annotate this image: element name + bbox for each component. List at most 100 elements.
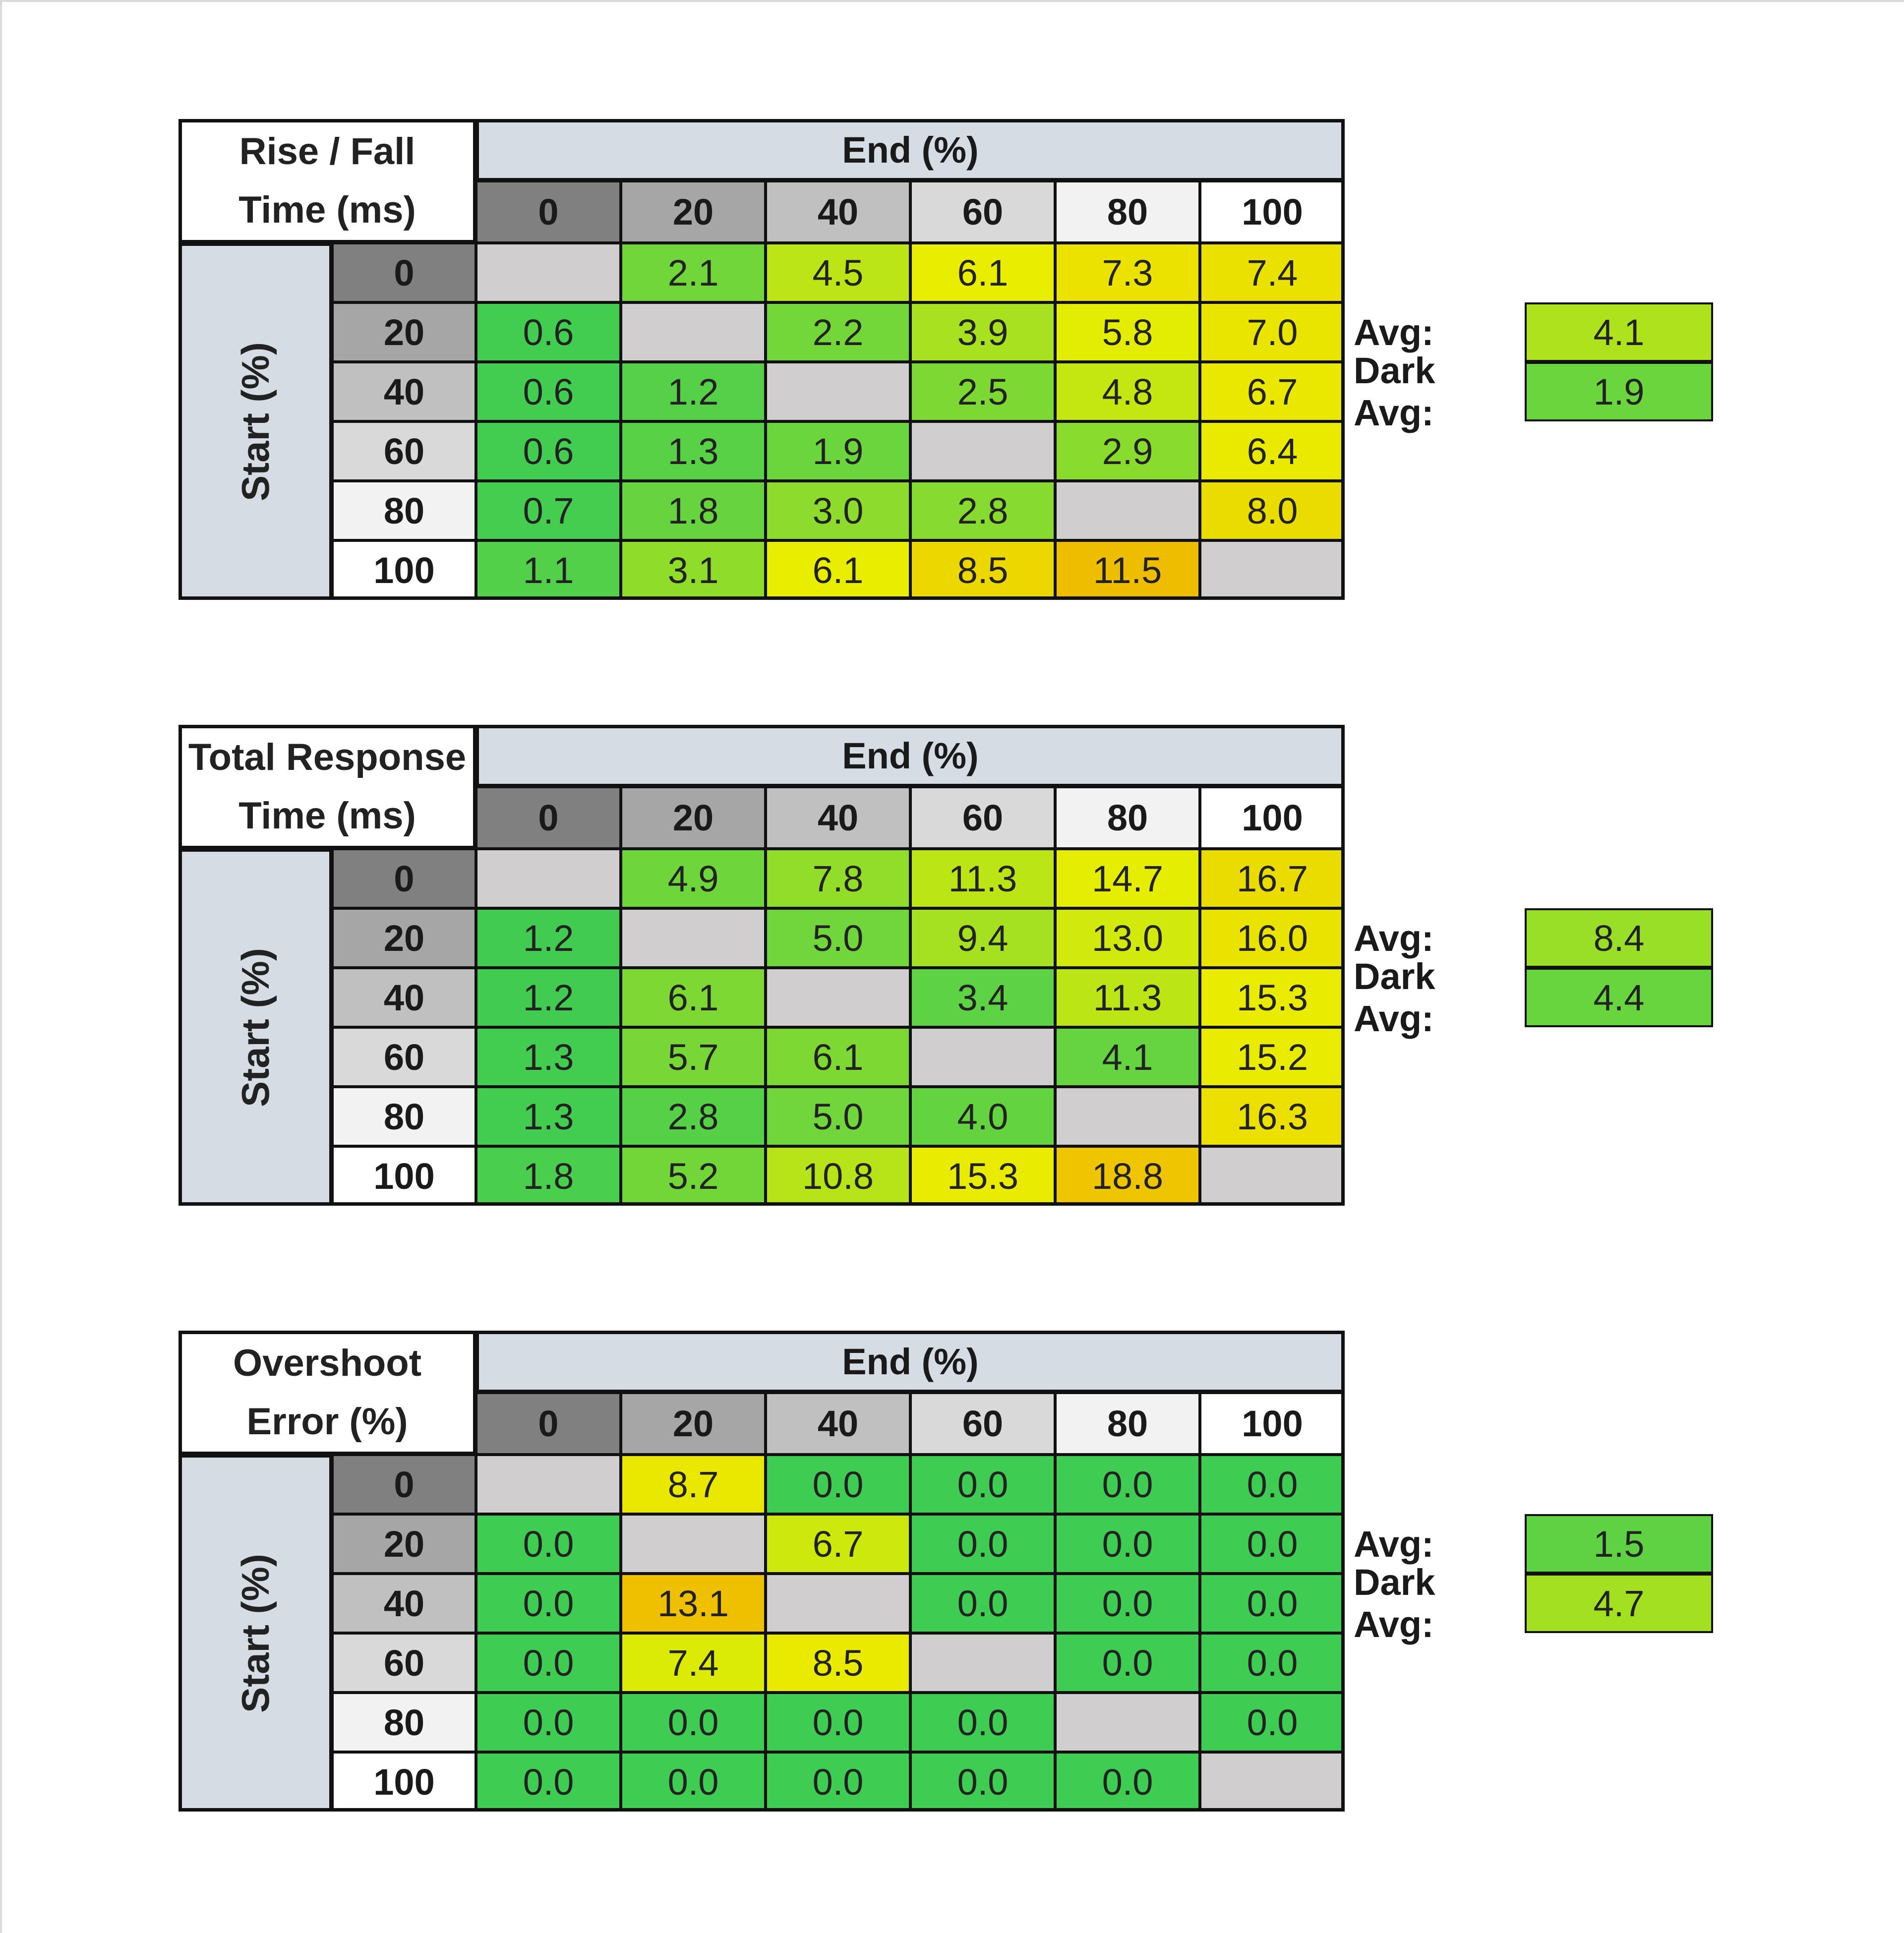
matrix-title-line: Time (ms) xyxy=(238,795,416,837)
heatmap-cell: 0.0 xyxy=(910,1514,1055,1574)
heatmap-cell-text: 11.5 xyxy=(1093,549,1162,591)
heatmap-cell: 0.0 xyxy=(1200,1514,1345,1574)
heatmap-cell: 7.3 xyxy=(1055,243,1200,302)
heatmap-cell-text: 0.0 xyxy=(957,1582,1009,1624)
heatmap-cell: 3.1 xyxy=(621,540,766,600)
heatmap-cell: 6.1 xyxy=(766,1027,910,1087)
row-header-40-text: 40 xyxy=(383,1582,425,1624)
col-header-100: 100 xyxy=(1200,1393,1345,1455)
heatmap-cell: 1.2 xyxy=(476,968,621,1027)
col-header-0-text: 0 xyxy=(538,191,559,233)
heatmap-cell-text: 0.0 xyxy=(523,1582,574,1624)
heatmap-cell: 1.3 xyxy=(621,421,766,481)
row-header-40: 40 xyxy=(332,362,476,421)
heatmap-cell-text: 1.8 xyxy=(523,1155,574,1197)
heatmap-cell: 4.0 xyxy=(910,1087,1055,1146)
col-header-100-text: 100 xyxy=(1242,1403,1303,1444)
start-axis-label-text: Start (%) xyxy=(233,1553,277,1713)
heatmap-cell: 7.8 xyxy=(766,849,910,908)
heatmap-cell-text: 0.0 xyxy=(523,1523,574,1565)
heatmap-cell: 3.9 xyxy=(910,302,1055,362)
col-header-80: 80 xyxy=(1055,181,1200,243)
avg-value: 1.5 xyxy=(1525,1514,1713,1574)
heatmap-cell-text: 1.2 xyxy=(523,977,574,1018)
heatmap-cell-text: 8.5 xyxy=(957,549,1009,591)
heatmap-cell-text: 5.0 xyxy=(812,1096,864,1137)
heatmap-cell-text: 2.2 xyxy=(812,311,864,353)
avg-label: Avg: xyxy=(1354,1514,1522,1574)
col-header-40-text: 40 xyxy=(817,1403,859,1444)
heatmap-cell-text: 16.0 xyxy=(1236,917,1309,959)
heatmap-cell-text: 8.0 xyxy=(1247,490,1298,531)
heatmap-cell-text: 4.8 xyxy=(1102,371,1153,412)
dark-avg-label-text: Dark Avg: xyxy=(1354,350,1435,433)
blank-cell xyxy=(1055,481,1200,540)
row-header-20: 20 xyxy=(332,908,476,968)
heatmap-cell: 1.8 xyxy=(476,1146,621,1206)
heatmap-cell-text: 3.0 xyxy=(812,490,864,531)
heatmap-cell-text: 2.9 xyxy=(1102,430,1153,472)
heatmap-cell-text: 0.0 xyxy=(1102,1464,1153,1505)
dark-avg-label-text: Dark Avg: xyxy=(1354,956,1435,1039)
heatmap-cell: 8.5 xyxy=(910,540,1055,600)
heatmap-cell: 5.0 xyxy=(766,908,910,968)
heatmap-cell-text: 2.5 xyxy=(957,371,1009,412)
heatmap-cell: 6.1 xyxy=(621,968,766,1027)
heatmap-cell: 6.7 xyxy=(1200,362,1345,421)
heatmap-cell-text: 1.2 xyxy=(523,917,574,959)
heatmap-cell-text: 15.3 xyxy=(947,1155,1019,1197)
row-header-60: 60 xyxy=(332,1027,476,1087)
col-header-60: 60 xyxy=(910,1393,1055,1455)
heatmap-cell: 2.5 xyxy=(910,362,1055,421)
heatmap-cell: 6.1 xyxy=(766,540,910,600)
heatmap-cell: 0.0 xyxy=(476,1514,621,1574)
col-header-20: 20 xyxy=(621,1393,766,1455)
heatmap-cell-text: 0.0 xyxy=(957,1701,1009,1743)
dark-avg-value: 4.4 xyxy=(1525,968,1713,1027)
col-header-80-text: 80 xyxy=(1107,797,1148,838)
row-header-0-text: 0 xyxy=(394,1464,415,1505)
heatmap-cell-text: 0.0 xyxy=(523,1642,574,1684)
heatmap-cell-text: 9.4 xyxy=(957,917,1009,959)
heatmap-cell-text: 0.0 xyxy=(812,1701,864,1743)
heatmap-cell-text: 2.8 xyxy=(957,490,1009,531)
heatmap-cell-text: 1.1 xyxy=(523,549,574,591)
heatmap-cell-text: 3.9 xyxy=(957,311,1009,353)
col-header-0-text: 0 xyxy=(538,797,559,838)
heatmap-cell-text: 16.7 xyxy=(1236,858,1309,899)
avg-value-text: 4.1 xyxy=(1593,311,1645,353)
row-header-60: 60 xyxy=(332,421,476,481)
row-header-0: 0 xyxy=(332,849,476,908)
heatmap-cell: 0.0 xyxy=(1055,1514,1200,1574)
dark-avg-value-text: 1.9 xyxy=(1593,371,1645,412)
heatmap-cell: 6.1 xyxy=(910,243,1055,302)
heatmap-cell: 0.0 xyxy=(1200,1455,1345,1514)
col-header-60-text: 60 xyxy=(962,1403,1004,1444)
heatmap-cell-text: 4.9 xyxy=(667,858,719,899)
blank-cell xyxy=(910,421,1055,481)
heatmap-cell-text: 7.8 xyxy=(812,858,864,899)
row-header-20: 20 xyxy=(332,1514,476,1574)
heatmap-cell: 0.0 xyxy=(476,1693,621,1752)
heatmap-cell: 2.2 xyxy=(766,302,910,362)
heatmap-cell: 3.0 xyxy=(766,481,910,540)
heatmap-cell-text: 0.6 xyxy=(523,430,574,472)
col-header-100: 100 xyxy=(1200,181,1345,243)
heatmap-cell: 16.3 xyxy=(1200,1087,1345,1146)
col-header-20-text: 20 xyxy=(672,191,714,233)
heatmap-cell-text: 2.8 xyxy=(667,1096,719,1137)
heatmap-cell-text: 7.4 xyxy=(1247,252,1298,293)
row-header-0-text: 0 xyxy=(394,252,415,293)
row-header-20: 20 xyxy=(332,302,476,362)
heatmap-cell-text: 15.2 xyxy=(1236,1036,1309,1078)
row-header-40-text: 40 xyxy=(383,371,425,412)
heatmap-cell: 2.1 xyxy=(621,243,766,302)
matrix-title-line: Time (ms) xyxy=(238,189,416,231)
matrix-2-title: Overshoot Error (%) xyxy=(178,1331,476,1455)
avg-label: Avg: xyxy=(1354,908,1522,968)
end-axis-label-text: End (%) xyxy=(842,735,979,776)
heatmap-cell: 9.4 xyxy=(910,908,1055,968)
blank-cell xyxy=(910,1633,1055,1693)
heatmap-cell: 13.1 xyxy=(621,1574,766,1633)
